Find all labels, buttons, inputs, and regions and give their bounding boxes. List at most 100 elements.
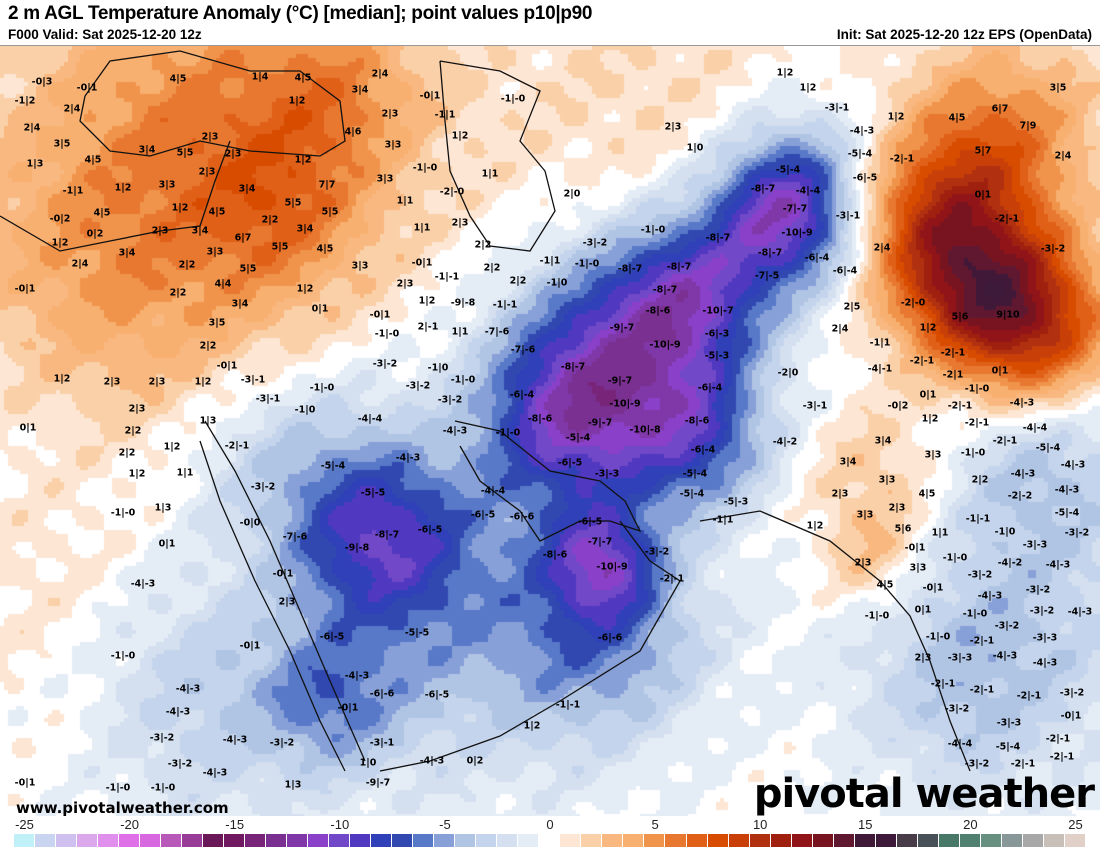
init-time: Init: Sat 2025-12-20 12z EPS (OpenData) [836, 27, 1092, 42]
colorbar-swatch [224, 834, 246, 847]
point-value-label: 3|4 [231, 298, 249, 310]
point-value-label: 1|2 [296, 283, 314, 295]
map-title: 2 m AGL Temperature Anomaly (°C) [median… [8, 3, 593, 24]
point-value-label: -3|-2 [1059, 687, 1085, 699]
point-value-label: 0|1 [311, 303, 329, 315]
colorbar-tick-label: 20 [963, 817, 978, 832]
point-value-label: 5|7 [974, 145, 992, 157]
point-value-label: -4|-1 [867, 363, 893, 375]
point-value-label: 2|3 [103, 376, 121, 388]
point-value-label: -1|-1 [434, 271, 460, 283]
colorbar-tick-label: -5 [439, 817, 451, 832]
point-value-label: 1|0 [686, 142, 704, 154]
point-value-label: -1|-0 [574, 258, 600, 270]
point-value-label: -8|-7 [757, 247, 783, 259]
point-value-label: 0|2 [466, 755, 484, 767]
valid-time: F000 Valid: Sat 2025-12-20 12z [8, 27, 202, 42]
point-value-label: -2|1 [942, 369, 964, 381]
point-value-label: 5|5 [284, 197, 302, 209]
point-value-label: 1|2 [776, 67, 794, 79]
colorbar-swatch [539, 834, 561, 847]
point-value-label: -10|-9 [781, 227, 813, 239]
point-value-label: 1|2 [114, 182, 132, 194]
point-value-label: -3|-1 [255, 393, 281, 405]
point-value-label: -4|-3 [175, 683, 201, 695]
colorbar-swatch [938, 834, 960, 847]
point-value-label: 2|3 [664, 121, 682, 133]
point-value-label: -1|-0 [864, 610, 890, 622]
point-value-label: 5|5 [176, 147, 194, 159]
point-value-label: 1|2 [806, 520, 824, 532]
point-value-label: 4|5 [84, 154, 102, 166]
point-value-label: -3|-2 [167, 758, 193, 770]
website-link[interactable]: www.pivotalweather.com [16, 799, 229, 816]
point-value-label: 2|4 [63, 103, 81, 115]
point-value-label: -0|1 [411, 257, 433, 269]
colorbar-swatch [476, 834, 498, 847]
point-value-label: -4|-4 [795, 185, 821, 197]
point-value-label: -8|-7 [666, 261, 692, 273]
point-value-label: 2|2 [199, 340, 217, 352]
coastline [439, 60, 556, 252]
point-value-label: 2|4 [371, 68, 389, 80]
colorbar-swatch [413, 834, 435, 847]
colorbar-swatch [287, 834, 309, 847]
point-value-label: -4|-3 [1067, 606, 1093, 618]
colorbar-swatch [140, 834, 162, 847]
point-value-label: -3|-3 [594, 468, 620, 480]
point-value-label: -2|-1 [1049, 751, 1075, 763]
point-value-label: 2|3 [224, 148, 242, 160]
point-value-label: 3|4 [839, 456, 857, 468]
point-value-label: -3|-2 [1025, 584, 1051, 596]
colorbar-swatch [833, 834, 855, 847]
point-value-label: 3|4 [118, 247, 136, 259]
point-value-label: 0|2 [86, 228, 104, 240]
point-value-label: -1|-0 [964, 383, 990, 395]
point-value-label: -1|1 [869, 337, 891, 349]
point-value-label: 2|3 [278, 596, 296, 608]
point-value-label: -6|-4 [690, 444, 716, 456]
colorbar-swatch [581, 834, 603, 847]
point-value-label: -6|-4 [804, 252, 830, 264]
point-value-label: 1|2 [418, 295, 436, 307]
colorbar-swatch [875, 834, 897, 847]
point-value-label: -10|-9 [609, 398, 641, 410]
point-value-label: -8|-7 [750, 183, 776, 195]
point-value-label: 2|2 [118, 447, 136, 459]
colorbar-swatch [35, 834, 57, 847]
point-value-label: 1|1 [176, 467, 194, 479]
coastline [79, 50, 346, 157]
point-value-label: -10|-9 [649, 339, 681, 351]
point-value-label: -3|-2 [967, 569, 993, 581]
coastline [199, 440, 346, 772]
point-value-label: -0|1 [14, 283, 36, 295]
point-value-label: 2|2 [169, 287, 187, 299]
point-value-label: -4|-3 [1009, 397, 1035, 409]
colorbar-swatch [518, 834, 540, 847]
point-value-label: 3|4 [351, 84, 369, 96]
point-value-label: -4|-3 [849, 125, 875, 137]
point-value-label: -1|1 [62, 185, 84, 197]
point-value-label: -2|-1 [969, 635, 995, 647]
point-value-label: 3|3 [376, 173, 394, 185]
point-value-label: -4|-3 [1060, 459, 1086, 471]
point-value-label: -3|-2 [1029, 605, 1055, 617]
point-value-label: 1|1 [413, 222, 431, 234]
colorbar-swatch [602, 834, 624, 847]
point-value-label: -3|-1 [824, 102, 850, 114]
point-value-label: 0|1 [19, 422, 37, 434]
point-value-label: -8|-7 [705, 232, 731, 244]
point-value-label: 2|3 [151, 225, 169, 237]
point-value-label: -3|-2 [1064, 527, 1090, 539]
point-value-label: -1|-1 [965, 513, 991, 525]
point-value-label: -2|-1 [889, 153, 915, 165]
point-value-label: -6|-5 [417, 524, 443, 536]
point-value-label: -8|-7 [617, 263, 643, 275]
point-value-label: -4|-4 [1022, 422, 1048, 434]
colorbar-tick-label: 5 [651, 817, 659, 832]
point-value-label: -5|-4 [847, 148, 873, 160]
point-value-label: 1|1 [481, 168, 499, 180]
coastline [0, 140, 231, 252]
point-value-label: -3|-3 [1022, 539, 1048, 551]
colorbar-swatch [1043, 834, 1065, 847]
